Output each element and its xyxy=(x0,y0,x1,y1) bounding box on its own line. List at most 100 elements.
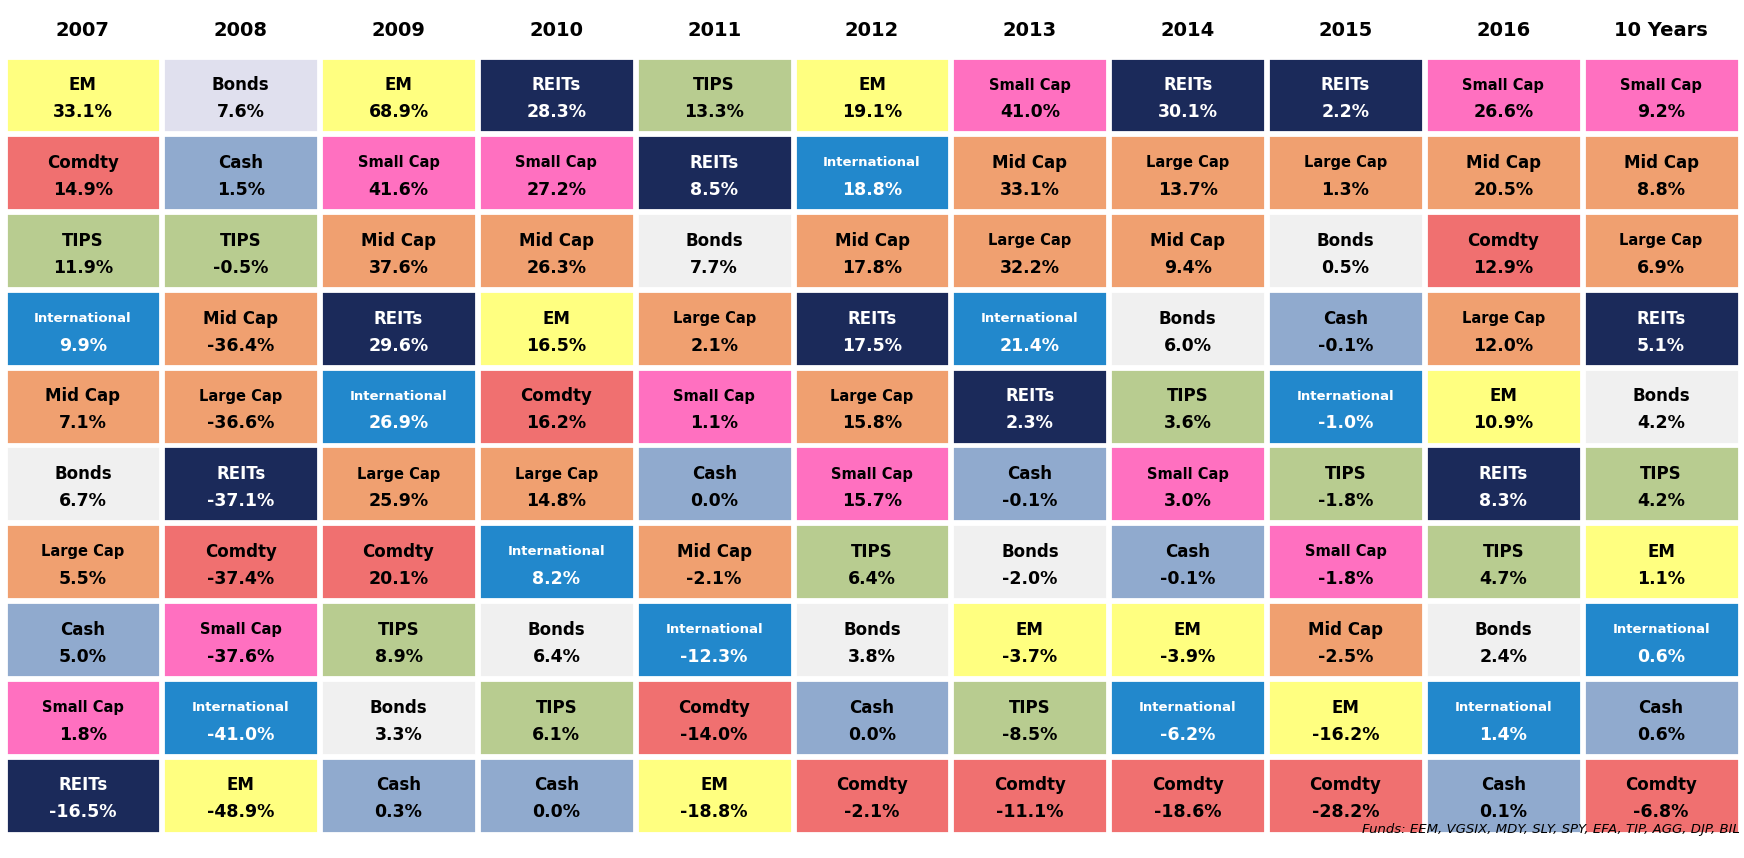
FancyBboxPatch shape xyxy=(1427,446,1580,522)
Text: 1.5%: 1.5% xyxy=(216,181,265,199)
FancyBboxPatch shape xyxy=(1111,291,1264,366)
FancyBboxPatch shape xyxy=(321,602,476,677)
Text: 14.9%: 14.9% xyxy=(52,181,113,199)
Text: 2011: 2011 xyxy=(687,21,741,39)
Text: 6.7%: 6.7% xyxy=(59,492,106,511)
Text: EM: EM xyxy=(701,776,727,795)
Text: Small Cap: Small Cap xyxy=(516,155,596,171)
Text: REITs: REITs xyxy=(1636,310,1686,328)
Text: 4.7%: 4.7% xyxy=(1479,570,1528,588)
FancyBboxPatch shape xyxy=(321,524,476,599)
Text: 3.8%: 3.8% xyxy=(848,648,896,666)
Text: -37.6%: -37.6% xyxy=(208,648,274,666)
Text: 2013: 2013 xyxy=(1003,21,1057,39)
Text: Large Cap: Large Cap xyxy=(673,311,755,326)
Text: -37.1%: -37.1% xyxy=(208,492,274,511)
Text: Mid Cap: Mid Cap xyxy=(520,232,595,250)
Text: 7.1%: 7.1% xyxy=(59,414,106,432)
FancyBboxPatch shape xyxy=(1268,291,1423,366)
FancyBboxPatch shape xyxy=(1111,680,1264,755)
FancyBboxPatch shape xyxy=(795,524,949,599)
Text: -36.6%: -36.6% xyxy=(208,414,274,432)
Text: 10 Years: 10 Years xyxy=(1615,21,1707,39)
FancyBboxPatch shape xyxy=(164,369,317,444)
Text: -1.8%: -1.8% xyxy=(1318,492,1373,511)
Text: 7.7%: 7.7% xyxy=(691,259,738,276)
FancyBboxPatch shape xyxy=(1584,758,1739,832)
Text: -41.0%: -41.0% xyxy=(208,726,274,744)
FancyBboxPatch shape xyxy=(637,602,792,677)
Text: TIPS: TIPS xyxy=(1641,465,1681,483)
FancyBboxPatch shape xyxy=(480,136,633,210)
Text: Cash: Cash xyxy=(1639,698,1683,716)
FancyBboxPatch shape xyxy=(1111,213,1264,288)
Text: Comdty: Comdty xyxy=(678,698,750,716)
Text: International: International xyxy=(351,390,448,403)
Text: 9.4%: 9.4% xyxy=(1163,259,1212,276)
Text: EM: EM xyxy=(1646,543,1674,561)
Text: Mid Cap: Mid Cap xyxy=(1149,232,1224,250)
Text: Comdty: Comdty xyxy=(47,154,119,172)
FancyBboxPatch shape xyxy=(1111,57,1264,132)
Text: REITs: REITs xyxy=(58,776,108,795)
Text: -0.5%: -0.5% xyxy=(213,259,269,276)
FancyBboxPatch shape xyxy=(5,57,160,132)
FancyBboxPatch shape xyxy=(795,213,949,288)
Text: 13.7%: 13.7% xyxy=(1158,181,1217,199)
Text: Mid Cap: Mid Cap xyxy=(677,543,752,561)
FancyBboxPatch shape xyxy=(795,680,949,755)
Text: Mid Cap: Mid Cap xyxy=(204,310,279,328)
Text: -2.1%: -2.1% xyxy=(844,803,900,821)
FancyBboxPatch shape xyxy=(637,213,792,288)
Text: EM: EM xyxy=(1017,621,1043,638)
FancyBboxPatch shape xyxy=(1268,136,1423,210)
Text: Mid Cap: Mid Cap xyxy=(361,232,436,250)
Text: 2012: 2012 xyxy=(844,21,900,39)
FancyBboxPatch shape xyxy=(321,57,476,132)
Text: REITs: REITs xyxy=(373,310,424,328)
Text: 1.3%: 1.3% xyxy=(1322,181,1369,199)
Text: 26.9%: 26.9% xyxy=(368,414,429,432)
FancyBboxPatch shape xyxy=(1111,369,1264,444)
Text: 10.9%: 10.9% xyxy=(1474,414,1533,432)
Text: 2.1%: 2.1% xyxy=(691,336,738,354)
Text: Small Cap: Small Cap xyxy=(832,467,912,481)
Text: Large Cap: Large Cap xyxy=(1305,155,1386,171)
FancyBboxPatch shape xyxy=(164,602,317,677)
Text: REITs: REITs xyxy=(532,76,581,94)
Text: 7.6%: 7.6% xyxy=(216,103,265,121)
Text: 16.2%: 16.2% xyxy=(527,414,586,432)
FancyBboxPatch shape xyxy=(164,680,317,755)
Text: 1.8%: 1.8% xyxy=(59,726,106,744)
Text: Bonds: Bonds xyxy=(1632,387,1690,405)
Text: Mid Cap: Mid Cap xyxy=(45,387,120,405)
Text: Large Cap: Large Cap xyxy=(989,233,1071,248)
Text: Large Cap: Large Cap xyxy=(199,389,283,404)
Text: 0.5%: 0.5% xyxy=(1322,259,1369,276)
Text: TIPS: TIPS xyxy=(1010,698,1050,716)
Text: Small Cap: Small Cap xyxy=(358,155,439,171)
Text: 6.4%: 6.4% xyxy=(532,648,581,666)
Text: 3.0%: 3.0% xyxy=(1163,492,1212,511)
Text: 2016: 2016 xyxy=(1475,21,1531,39)
FancyBboxPatch shape xyxy=(1427,680,1580,755)
Text: International: International xyxy=(508,546,605,559)
Text: Mid Cap: Mid Cap xyxy=(1465,154,1540,172)
FancyBboxPatch shape xyxy=(637,680,792,755)
Text: 17.5%: 17.5% xyxy=(842,336,902,354)
FancyBboxPatch shape xyxy=(1268,369,1423,444)
FancyBboxPatch shape xyxy=(5,369,160,444)
Text: International: International xyxy=(1296,390,1393,403)
Text: 33.1%: 33.1% xyxy=(52,103,113,121)
Text: Mid Cap: Mid Cap xyxy=(992,154,1067,172)
Text: 28.3%: 28.3% xyxy=(527,103,586,121)
Text: 0.1%: 0.1% xyxy=(1479,803,1528,821)
FancyBboxPatch shape xyxy=(795,369,949,444)
Text: Comdty: Comdty xyxy=(994,776,1066,795)
Text: Bonds: Bonds xyxy=(1001,543,1059,561)
Text: TIPS: TIPS xyxy=(220,232,262,250)
Text: 25.9%: 25.9% xyxy=(368,492,429,511)
FancyBboxPatch shape xyxy=(1584,136,1739,210)
Text: Small Cap: Small Cap xyxy=(1148,467,1228,481)
FancyBboxPatch shape xyxy=(1427,57,1580,132)
